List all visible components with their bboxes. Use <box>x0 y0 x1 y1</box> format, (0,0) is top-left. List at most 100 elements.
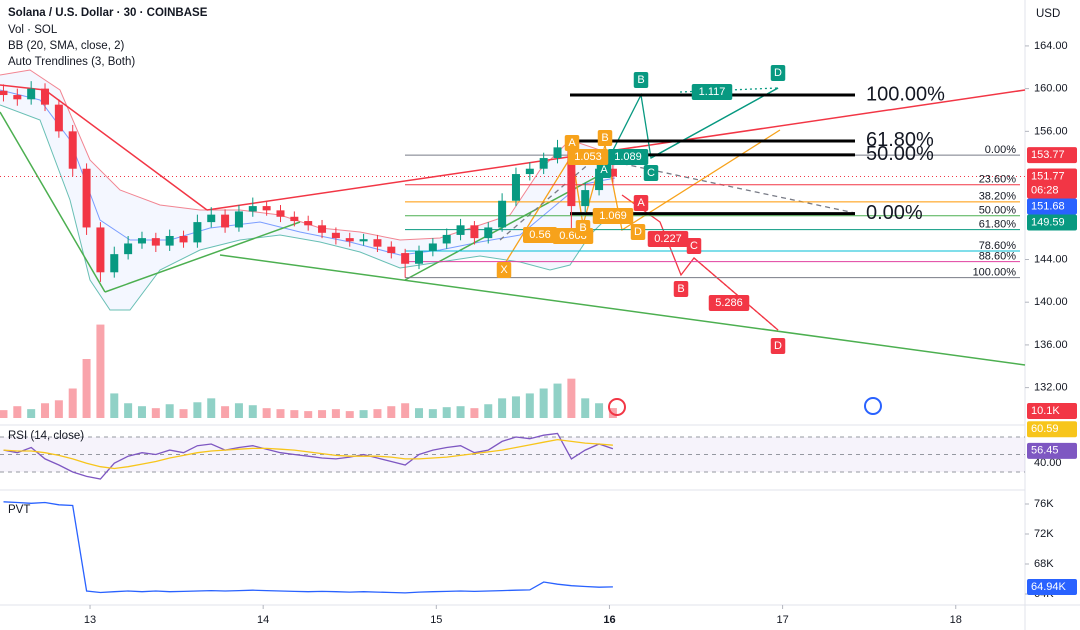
pattern-label-bg <box>592 208 634 224</box>
price-tag: 153.77 <box>1031 149 1065 161</box>
countdown: 06:28 <box>1031 184 1059 196</box>
candle-body <box>511 174 520 201</box>
candle-body <box>234 211 243 228</box>
pattern-label: D <box>634 226 642 238</box>
pattern-label-bg <box>597 130 613 146</box>
pattern-label: C <box>647 167 655 179</box>
volume-bar <box>221 406 230 418</box>
volume-bar <box>110 393 119 418</box>
y-tick-label: 40.00 <box>1034 457 1062 469</box>
pattern-label: B <box>677 283 684 295</box>
candle-body <box>428 243 437 251</box>
candle-body <box>470 225 479 239</box>
trendline <box>104 221 301 293</box>
fib-label: 88.60% <box>979 251 1017 263</box>
indicator-label: Auto Trendlines (3, Both) <box>8 56 135 68</box>
volume-bar <box>415 408 424 418</box>
rsi-title: RSI (14, close) <box>8 430 84 442</box>
pattern-label-bg <box>643 165 659 181</box>
x-tick-label: 14 <box>257 614 269 626</box>
pvt-tag: 64.94K <box>1031 581 1067 593</box>
fib-label: 0.00% <box>985 144 1016 156</box>
pattern-label: A <box>568 137 576 149</box>
pattern-label-bg <box>564 135 580 151</box>
candle-body <box>456 225 465 235</box>
candle-body <box>387 246 396 254</box>
volume-bar <box>595 403 604 418</box>
pattern-label-bg <box>575 220 591 236</box>
pattern-label-bg <box>770 338 786 354</box>
volume-bar <box>290 410 299 418</box>
candle-body <box>359 239 368 242</box>
volume-bar <box>0 410 8 418</box>
price-tag-bg <box>1027 198 1077 215</box>
y-tick-label: 136.00 <box>1034 339 1068 351</box>
volume-bar <box>470 408 479 418</box>
volume-bar <box>608 408 617 418</box>
trendline <box>44 89 208 211</box>
pattern-label-bg <box>523 227 557 243</box>
rsi-tag: 60.59 <box>1031 423 1059 435</box>
pvt-line <box>3 501 613 594</box>
volume-bar <box>82 359 91 418</box>
volume-bar <box>137 406 146 418</box>
volume-bar <box>124 403 133 418</box>
chart-title: Solana / U.S. Dollar · 30 · COINBASE <box>8 7 208 19</box>
volume-bar <box>234 403 243 418</box>
fib-label: 61.80% <box>979 218 1017 230</box>
volume-bar <box>193 402 202 418</box>
pattern-label-bg <box>633 72 649 88</box>
candle-body <box>0 90 8 96</box>
candle-body <box>539 158 548 169</box>
y-tick-label: 160.00 <box>1034 83 1068 95</box>
pattern-label: B <box>579 222 586 234</box>
pattern-label: 0.56 <box>529 229 550 241</box>
volume-bar <box>165 404 174 418</box>
trendline <box>0 111 106 293</box>
rsi-line <box>3 432 614 480</box>
volume-bar <box>401 403 410 418</box>
candle-body <box>581 190 590 207</box>
plot <box>0 81 617 594</box>
indicator-label: BB (20, SMA, close, 2) <box>8 40 124 52</box>
candle-body <box>124 243 133 255</box>
pattern-label-bg <box>496 262 512 278</box>
candle-body <box>151 238 160 246</box>
price-tag: 151.77 <box>1031 170 1065 182</box>
volume-bar <box>387 406 396 418</box>
pattern-label-bg <box>567 149 609 165</box>
candle-body <box>595 168 604 191</box>
pattern-label: 1.117 <box>699 86 726 98</box>
pattern-label: C <box>690 240 698 252</box>
y-tick-label: 144.00 <box>1034 253 1068 265</box>
pattern-label: B <box>601 132 608 144</box>
fib-target-label: 50.00% <box>866 143 934 165</box>
volume-bar <box>248 405 257 418</box>
x-tick-label: 15 <box>430 614 442 626</box>
candle-body <box>373 239 382 247</box>
pvt-tag-bg <box>1027 578 1077 595</box>
y-tick-label: 132.00 <box>1034 382 1068 394</box>
candle-body <box>27 88 36 100</box>
price-tag-bg <box>1027 147 1077 164</box>
y-tick-label: 76K <box>1034 498 1054 510</box>
fib-label: 23.60% <box>979 174 1017 186</box>
fib-label: 100.00% <box>973 267 1017 279</box>
y-tick-label: 68K <box>1034 558 1054 570</box>
pattern-line <box>650 87 779 159</box>
volume-bar <box>179 409 188 418</box>
fib-label: 50.00% <box>979 205 1017 217</box>
price-tag: 149.59 <box>1031 216 1065 228</box>
pattern-label: A <box>637 197 645 209</box>
labels: 0.00%23.60%38.20%50.00%61.80%78.60%88.60… <box>84 40 1077 626</box>
volume-bar <box>539 388 548 418</box>
price-tag-bg <box>1027 214 1077 231</box>
candle-body <box>442 234 451 244</box>
y-tick-label: 156.00 <box>1034 125 1068 137</box>
candle-body <box>276 210 285 217</box>
pvt-title: PVT <box>8 504 30 516</box>
candle-body <box>318 225 327 233</box>
pattern-label: 1.053 <box>574 151 602 163</box>
volume-bar <box>318 410 327 418</box>
